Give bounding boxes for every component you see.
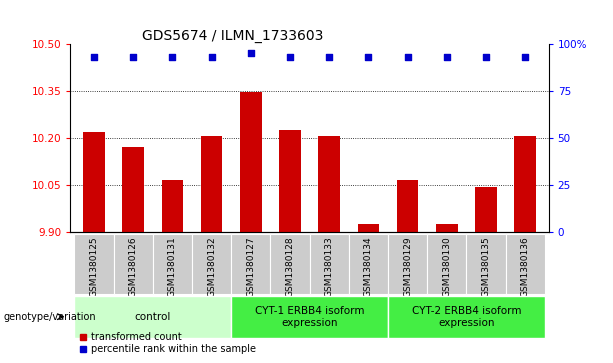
Text: control: control	[135, 312, 171, 322]
Point	[481, 54, 491, 60]
Text: GSM1380128: GSM1380128	[286, 236, 294, 297]
Point	[324, 54, 334, 60]
Point	[246, 50, 256, 56]
Bar	[153, 234, 192, 294]
Bar	[201, 136, 223, 232]
Point	[89, 54, 99, 60]
Bar	[397, 180, 418, 232]
Bar	[506, 234, 545, 294]
Bar	[192, 234, 231, 294]
Bar	[231, 296, 388, 338]
Bar	[162, 180, 183, 232]
Bar	[240, 92, 262, 232]
Point	[167, 54, 177, 60]
Text: GDS5674 / ILMN_1733603: GDS5674 / ILMN_1733603	[142, 29, 324, 42]
Text: GSM1380135: GSM1380135	[481, 236, 490, 297]
Text: genotype/variation: genotype/variation	[3, 312, 96, 322]
Point	[285, 54, 295, 60]
Bar	[74, 234, 113, 294]
Text: CYT-1 ERBB4 isoform
expression: CYT-1 ERBB4 isoform expression	[255, 306, 364, 327]
Text: GSM1380126: GSM1380126	[129, 236, 138, 297]
Bar	[349, 234, 388, 294]
Bar	[514, 136, 536, 232]
Bar	[475, 187, 497, 232]
Text: GSM1380134: GSM1380134	[364, 236, 373, 297]
Point	[207, 54, 216, 60]
Text: GSM1380136: GSM1380136	[520, 236, 530, 297]
Text: GSM1380127: GSM1380127	[246, 236, 255, 297]
Bar	[113, 234, 153, 294]
Point	[520, 54, 530, 60]
Point	[403, 54, 413, 60]
Point	[364, 54, 373, 60]
Text: GSM1380131: GSM1380131	[168, 236, 177, 297]
Point	[442, 54, 452, 60]
Legend: transformed count, percentile rank within the sample: transformed count, percentile rank withi…	[75, 329, 260, 358]
Text: GSM1380133: GSM1380133	[325, 236, 333, 297]
Bar	[74, 296, 231, 338]
Bar	[466, 234, 506, 294]
Bar	[123, 147, 144, 232]
Bar	[318, 136, 340, 232]
Bar	[427, 234, 466, 294]
Bar	[231, 234, 270, 294]
Text: CYT-2 ERBB4 isoform
expression: CYT-2 ERBB4 isoform expression	[411, 306, 521, 327]
Bar	[436, 224, 457, 232]
Bar	[388, 296, 545, 338]
Point	[128, 54, 138, 60]
Text: GSM1380130: GSM1380130	[442, 236, 451, 297]
Bar	[83, 132, 105, 232]
Text: GSM1380129: GSM1380129	[403, 236, 412, 297]
Text: GSM1380125: GSM1380125	[89, 236, 99, 297]
Bar	[357, 224, 379, 232]
Bar	[310, 234, 349, 294]
Bar	[388, 234, 427, 294]
Bar	[279, 130, 301, 232]
Bar	[270, 234, 310, 294]
Text: GSM1380132: GSM1380132	[207, 236, 216, 297]
